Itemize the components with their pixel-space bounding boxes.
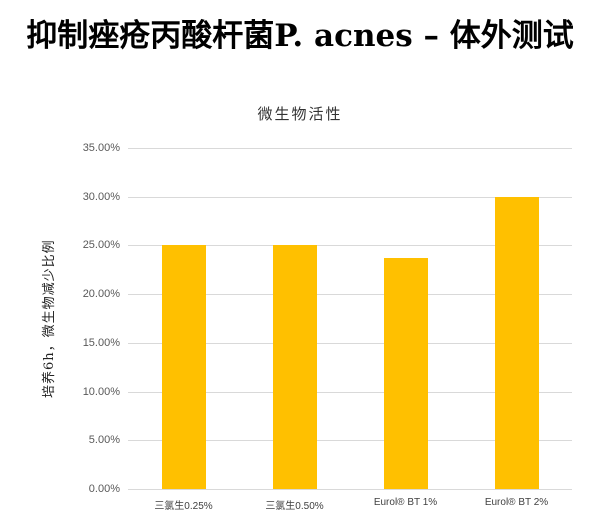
plot-area <box>128 148 572 490</box>
x-tick-label: 三氯生0.50% <box>265 501 324 512</box>
y-axis-label: 培养6h，微生物减少比例 <box>42 239 57 398</box>
bar[interactable] <box>161 245 206 489</box>
gridline <box>128 342 572 344</box>
y-tick-label: 20.00% <box>82 288 120 301</box>
gridline <box>128 391 572 393</box>
y-tick-label: 10.00% <box>82 385 120 398</box>
y-tick-label: 35.00% <box>82 142 120 154</box>
y-tick-label: 30.00% <box>82 190 120 203</box>
y-tick-label: 25.00% <box>82 239 120 252</box>
y-tick-label: 15.00% <box>82 336 120 349</box>
chart-title: 微生物活性 <box>257 105 343 123</box>
y-tick-label: 0.00% <box>88 483 120 495</box>
bar[interactable] <box>383 258 428 489</box>
x-tick-label: Eurol® BT 2% <box>484 497 549 508</box>
x-tick-label: Eurol® BT 1% <box>373 497 438 508</box>
gridline <box>128 196 572 198</box>
bar[interactable] <box>272 245 317 489</box>
page-title: 抑制痤疮丙酸杆菌P. acnes – 体外测试 <box>26 18 574 54</box>
gridline <box>128 148 572 149</box>
bar[interactable] <box>494 196 539 489</box>
gridline <box>128 294 572 296</box>
gridline <box>128 440 572 442</box>
y-tick-label: 5.00% <box>88 434 120 447</box>
x-tick-label: 三氯生0.25% <box>154 501 213 512</box>
gridline <box>128 489 572 490</box>
gridline <box>128 245 572 247</box>
